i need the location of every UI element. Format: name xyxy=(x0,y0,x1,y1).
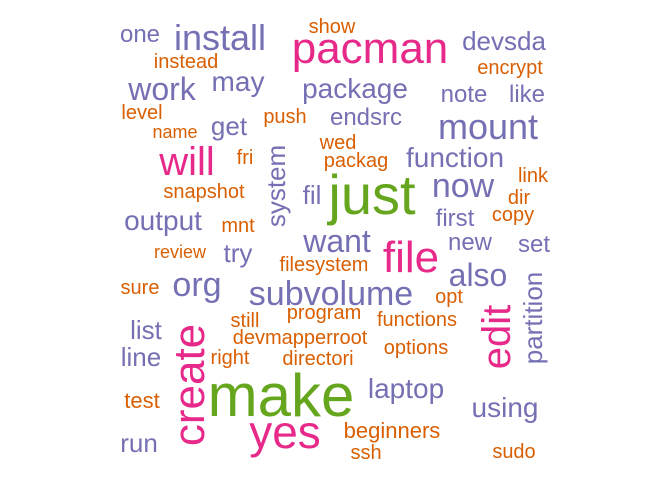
word-fri: fri xyxy=(236,147,254,169)
word-encrypt: encrypt xyxy=(477,57,543,79)
word-program: program xyxy=(286,302,362,324)
word-beginners: beginners xyxy=(343,418,441,443)
word-name: name xyxy=(152,122,198,142)
word-test: test xyxy=(124,388,160,413)
word-show: show xyxy=(308,16,356,38)
word-make: make xyxy=(207,362,355,429)
word-snapshot: snapshot xyxy=(163,181,245,203)
word-review: review xyxy=(153,242,207,262)
word-now: now xyxy=(431,167,495,205)
word-yes: yes xyxy=(249,406,321,458)
word-also: also xyxy=(448,257,508,293)
word-one: one xyxy=(119,21,161,48)
word-edit: edit xyxy=(475,304,519,370)
word-instead: instead xyxy=(153,51,219,73)
word-partition: partition xyxy=(518,271,548,365)
word-wed: wed xyxy=(319,132,357,154)
word-note: note xyxy=(440,81,488,108)
word-will: will xyxy=(159,140,215,184)
word-org: org xyxy=(172,266,222,304)
word-function: function xyxy=(405,142,505,173)
word-run: run xyxy=(120,428,158,458)
word-dir: dir xyxy=(507,187,531,209)
word-mount: mount xyxy=(437,106,539,147)
word-link: link xyxy=(517,165,549,187)
word-mnt: mnt xyxy=(221,215,255,237)
word-level: level xyxy=(121,102,163,124)
word-want: want xyxy=(303,223,371,259)
word-system: system xyxy=(261,144,291,228)
word-package: package xyxy=(302,73,408,104)
word-create: create xyxy=(165,323,214,447)
word-devmapperroot: devmapperroot xyxy=(232,327,368,349)
word-functions: functions xyxy=(376,309,458,331)
word-new: new xyxy=(447,229,493,256)
word-ssh: ssh xyxy=(350,442,382,464)
word-sure: sure xyxy=(120,277,160,299)
word-endsrc: endsrc xyxy=(329,104,403,131)
word-devsda: devsda xyxy=(462,26,546,56)
word-list: list xyxy=(130,315,162,345)
word-laptop: laptop xyxy=(367,373,445,404)
word-set: set xyxy=(517,231,551,258)
word-install: install xyxy=(173,17,267,58)
word-copy: copy xyxy=(491,204,535,226)
word-using: using xyxy=(471,392,539,423)
word-pacman: pacman xyxy=(291,24,449,73)
word-first: first xyxy=(435,205,475,232)
word-get: get xyxy=(210,111,248,141)
word-file: file xyxy=(382,233,440,282)
word-may: may xyxy=(211,66,265,97)
word-work: work xyxy=(128,71,196,107)
word-opt: opt xyxy=(435,286,463,308)
word-fil: fil xyxy=(302,180,322,210)
word-try: try xyxy=(223,238,253,268)
word-line: line xyxy=(120,342,162,372)
word-like: like xyxy=(508,81,546,108)
word-subvolume: subvolume xyxy=(248,275,414,313)
word-filesystem: filesystem xyxy=(279,254,369,276)
word-output: output xyxy=(124,205,202,236)
word-right: right xyxy=(210,347,250,369)
word-sudo: sudo xyxy=(492,441,536,463)
word-options: options xyxy=(383,337,449,359)
word-still: still xyxy=(230,310,260,332)
word-push: push xyxy=(263,106,307,128)
word-directori: directori xyxy=(282,348,354,370)
word-packag: packag xyxy=(323,150,389,172)
word-just: just xyxy=(328,163,416,226)
